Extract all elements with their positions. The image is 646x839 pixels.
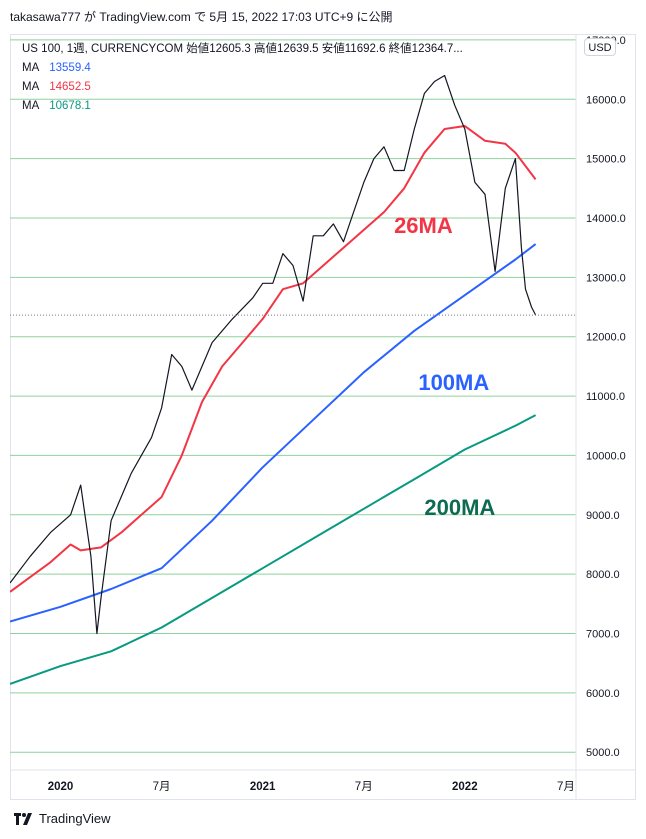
legend-label: MA (22, 100, 40, 112)
y-tick-label: 10000.0 (586, 450, 626, 462)
annotation-label: 26MA (394, 213, 453, 238)
series-line-price (10, 74, 537, 635)
annotation-label: 100MA (418, 370, 489, 395)
legend-label: MA (22, 62, 40, 74)
x-axis: 2020 7月 2021 7月 2022 7月 (48, 781, 575, 793)
grid-lines (10, 39, 576, 753)
brand-name: TradingView (39, 811, 111, 826)
chart-canvas[interactable]: 17000.016000.015000.014000.013000.012000… (10, 34, 636, 800)
series-line-ma26 (10, 125, 537, 593)
currency-button[interactable]: USD (584, 38, 616, 56)
y-tick-label: 11000.0 (586, 391, 625, 403)
x-tick-label: 2022 (452, 781, 478, 793)
annotation-label: 200MA (424, 495, 495, 520)
series-line-ma100 (10, 243, 537, 623)
series-line-ma200 (10, 414, 537, 685)
y-tick-label: 8000.0 (586, 569, 620, 581)
legend-value: 13559.4 (49, 62, 91, 74)
tradingview-logo-icon (14, 812, 32, 825)
x-tick-label: 7月 (153, 781, 171, 793)
symbol-line: US 100, 1週, CURRENCYCOM 始値12605.3 高値1263… (22, 43, 463, 55)
x-tick-label: 7月 (557, 781, 575, 793)
series-layer (10, 74, 537, 685)
y-tick-label: 13000.0 (586, 272, 626, 284)
legend-ma-26[interactable]: MA 14652.5 (22, 78, 463, 97)
x-tick-label: 2020 (48, 781, 74, 793)
legend-ma-100[interactable]: MA 13559.4 (22, 59, 463, 78)
y-tick-label: 15000.0 (586, 154, 626, 166)
y-tick-label: 5000.0 (586, 747, 620, 759)
legend-ma-200[interactable]: MA 10678.1 (22, 97, 463, 116)
y-tick-label: 12000.0 (586, 332, 626, 344)
publisher-line: takasawa777 が TradingView.com で 5月 15, 2… (10, 10, 393, 24)
footer-brand[interactable]: TradingView (14, 811, 111, 826)
y-axis: 17000.016000.015000.014000.013000.012000… (586, 35, 626, 759)
y-tick-label: 9000.0 (586, 510, 620, 522)
y-tick-label: 14000.0 (586, 213, 626, 225)
y-tick-label: 16000.0 (586, 94, 626, 106)
legend-label: MA (22, 81, 40, 93)
chart-panel[interactable]: 17000.016000.015000.014000.013000.012000… (10, 34, 636, 800)
ma-legend: US 100, 1週, CURRENCYCOM 始値12605.3 高値1263… (22, 40, 463, 116)
x-tick-label: 7月 (355, 781, 373, 793)
x-tick-label: 2021 (250, 781, 276, 793)
y-tick-label: 6000.0 (586, 688, 620, 700)
annotations: 26MA 100MA 200MA (394, 213, 495, 520)
y-tick-label: 7000.0 (586, 628, 620, 640)
legend-value: 10678.1 (49, 100, 91, 112)
legend-value: 14652.5 (49, 81, 91, 93)
